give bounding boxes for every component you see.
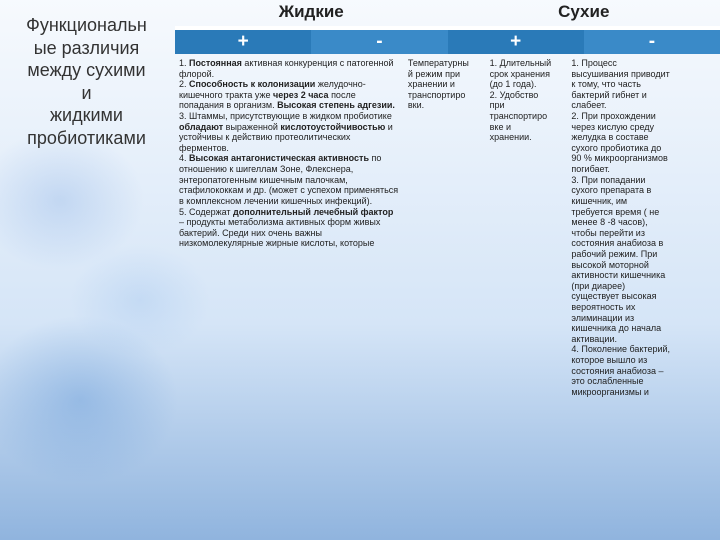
header-plus-2: + [448, 30, 584, 54]
header-minus-1: - [311, 30, 447, 54]
header-minus-2: - [584, 30, 720, 54]
cell-liquid-minus: Температурный режим прихранении итранспо… [404, 54, 486, 540]
cell-dry-plus: 1. Длительныйсрок хранения(до 1 года).2.… [486, 54, 568, 540]
sidebar-title: Функциональные различиямежду сухимиижидк… [6, 14, 167, 149]
header-liquid: Жидкие [175, 0, 448, 26]
header-row-signs: + - + - [175, 30, 720, 54]
header-row-groups: Жидкие Сухие [175, 0, 720, 26]
cell-liquid-plus: 1. Постоянная активная конкуренция с пат… [175, 54, 404, 540]
cell-dry-minus: 1. Процессвысушивания приводитк тому, чт… [567, 54, 720, 540]
header-plus-1: + [175, 30, 311, 54]
header-dry: Сухие [448, 0, 720, 26]
